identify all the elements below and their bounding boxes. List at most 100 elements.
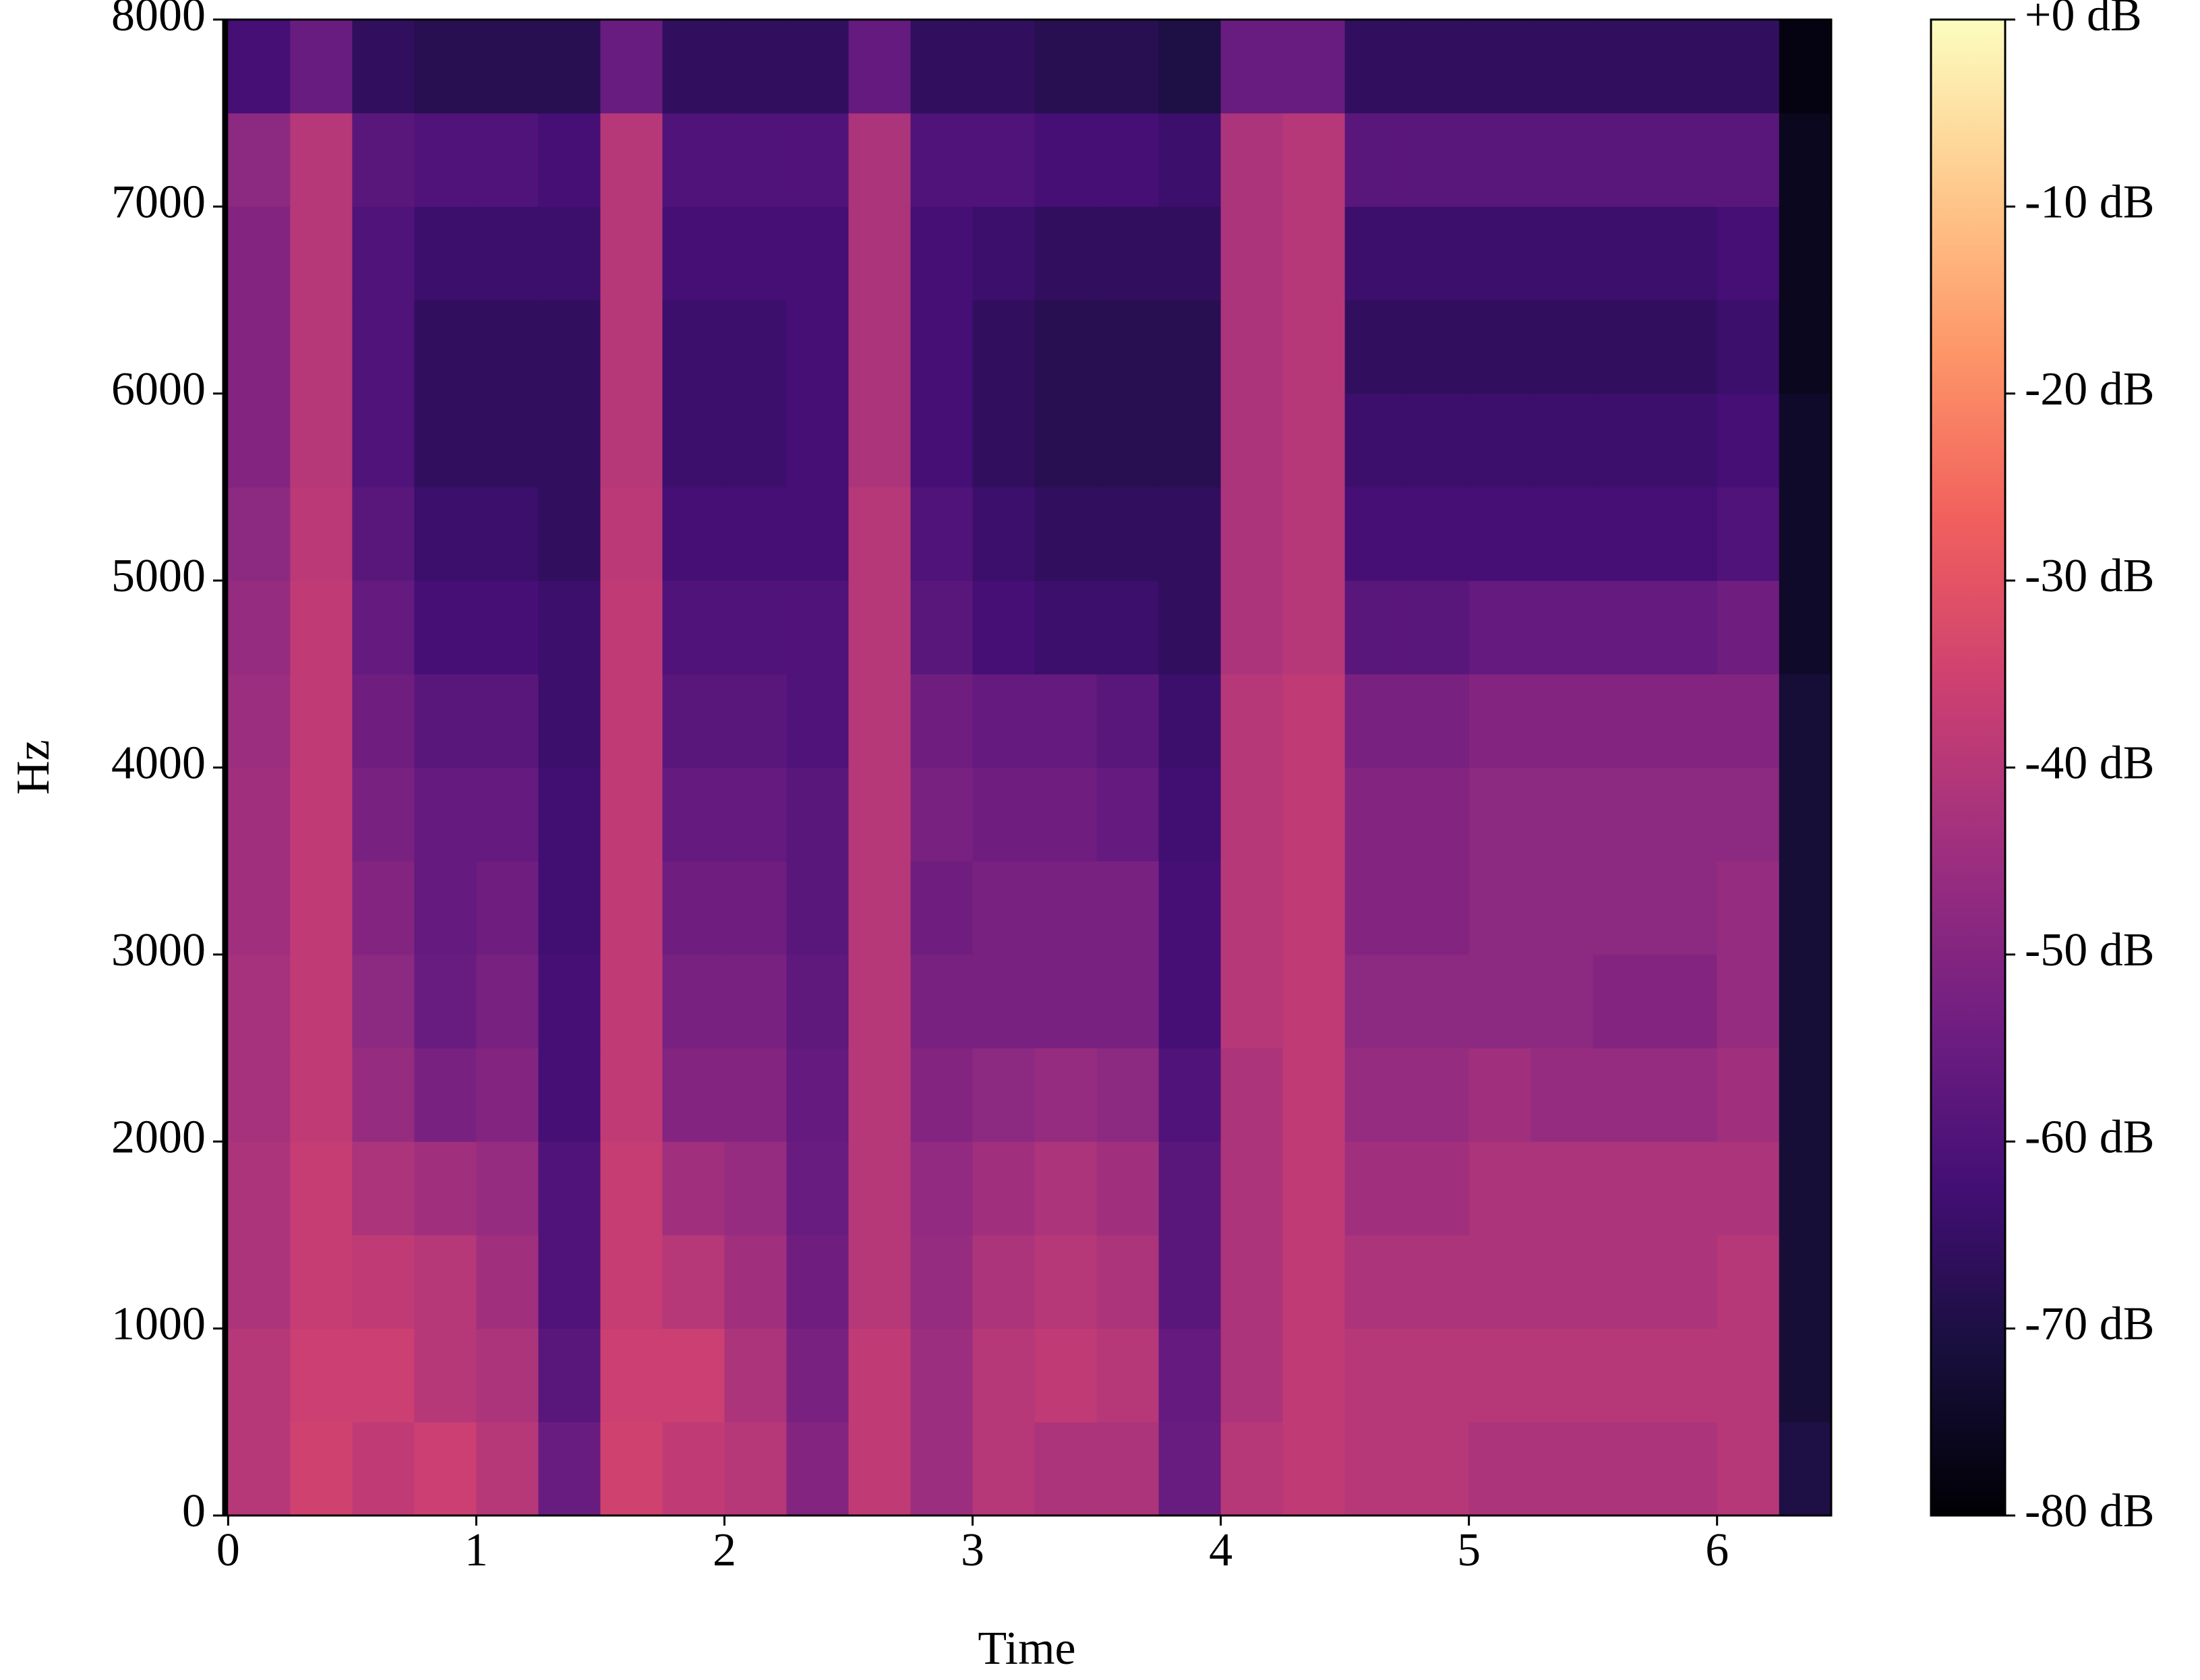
cell: [1344, 393, 1408, 487]
cell: [1096, 954, 1160, 1049]
cell: [290, 300, 353, 394]
cell: [786, 1141, 849, 1236]
cell: [1158, 1328, 1222, 1422]
cell: [352, 1422, 415, 1516]
cell: [1468, 20, 1532, 114]
cell: [724, 393, 787, 487]
colorbar-tick-label: -70 dB: [2025, 1298, 2155, 1350]
cell: [724, 20, 787, 114]
cell: [1593, 300, 1656, 394]
cell: [1717, 954, 1780, 1049]
cell: [786, 673, 849, 768]
cell: [1717, 206, 1780, 301]
cell: [1220, 861, 1284, 955]
cell: [1282, 1422, 1346, 1516]
cell: [1406, 1048, 1470, 1142]
cell: [1468, 1422, 1532, 1516]
cell: [414, 487, 477, 581]
cell: [910, 206, 974, 301]
y-tick-label: 3000: [111, 924, 206, 976]
cell: [1468, 954, 1532, 1049]
cell: [1158, 113, 1222, 207]
cell: [1406, 767, 1470, 862]
cell: [1530, 1141, 1594, 1236]
cell: [786, 861, 849, 955]
cell: [228, 1141, 291, 1236]
cell: [1717, 1141, 1780, 1236]
cell: [352, 954, 415, 1049]
cell: [1655, 1422, 1718, 1516]
cell: [662, 20, 725, 114]
cell: [352, 300, 415, 394]
cell: [228, 861, 291, 955]
cell: [1530, 767, 1594, 862]
cell: [1655, 954, 1718, 1049]
y-tick-label: 5000: [111, 550, 206, 602]
cell: [1096, 580, 1160, 675]
cell: [1344, 1234, 1408, 1329]
cell: [290, 1048, 353, 1142]
cell: [1096, 1422, 1160, 1516]
cell: [414, 673, 477, 768]
cell: [352, 1328, 415, 1422]
cell: [414, 580, 477, 675]
cell: [724, 206, 787, 301]
cell: [1034, 580, 1098, 675]
cell: [1655, 673, 1718, 768]
cell: [1530, 20, 1594, 114]
colorbar-tick-label: -50 dB: [2025, 924, 2155, 976]
cell: [1034, 206, 1098, 301]
cell: [538, 861, 601, 955]
cell: [1158, 861, 1222, 955]
cell: [1034, 487, 1098, 581]
cell: [1468, 300, 1532, 394]
cell: [1655, 393, 1718, 487]
cell: [538, 767, 601, 862]
cell: [1344, 954, 1408, 1049]
colorbar-tick-label: -20 dB: [2025, 363, 2155, 415]
cell: [1034, 1422, 1098, 1516]
cell: [724, 113, 787, 207]
cell: [414, 767, 477, 862]
cell: [662, 393, 725, 487]
cell: [414, 1328, 477, 1422]
cell: [972, 1048, 1036, 1142]
cell: [476, 580, 539, 675]
cell: [1779, 673, 1832, 768]
cell: [1282, 1048, 1346, 1142]
cell: [1220, 580, 1284, 675]
cell: [724, 767, 787, 862]
cell: [290, 487, 353, 581]
cell: [786, 580, 849, 675]
cell: [476, 673, 539, 768]
cell: [290, 1422, 353, 1516]
cell: [414, 206, 477, 301]
cell: [1282, 113, 1346, 207]
cell: [972, 20, 1036, 114]
cell: [352, 861, 415, 955]
cell: [538, 580, 601, 675]
cell: [1096, 673, 1160, 768]
cell: [1158, 300, 1222, 394]
cell: [1406, 1422, 1470, 1516]
cell: [786, 487, 849, 581]
cell: [910, 1048, 974, 1142]
cell: [1096, 1141, 1160, 1236]
cell: [476, 113, 539, 207]
cell: [352, 1141, 415, 1236]
cell: [414, 20, 477, 114]
cell: [1468, 206, 1532, 301]
cell: [228, 1048, 291, 1142]
cell: [724, 487, 787, 581]
cell: [1406, 954, 1470, 1049]
cell: [1034, 861, 1098, 955]
cell: [1530, 113, 1594, 207]
cell: [1344, 861, 1408, 955]
cell: [1220, 954, 1284, 1049]
cell: [1158, 673, 1222, 768]
cell: [600, 580, 663, 675]
cell: [662, 1234, 725, 1329]
cell: [848, 487, 912, 581]
cell: [290, 1141, 353, 1236]
cell: [1282, 393, 1346, 487]
